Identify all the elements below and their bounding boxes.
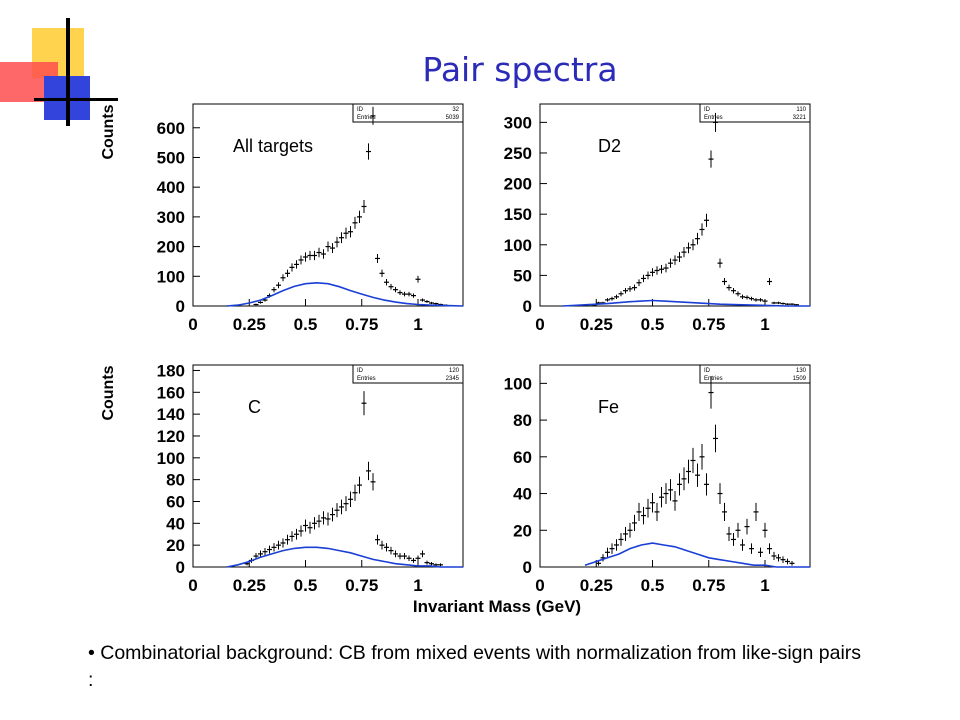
panel-label: D2 [598, 136, 621, 156]
x-tick-label: 0 [188, 315, 197, 334]
y-tick-label: 80 [166, 471, 185, 490]
x-tick-label: 0.25 [580, 576, 613, 595]
y-tick-label: 0 [176, 297, 185, 316]
y-tick-label: 180 [157, 361, 185, 380]
stats-entries-value: 3221 [793, 115, 807, 121]
y-tick-label: 150 [504, 205, 532, 224]
x-tick-label: 0.25 [580, 315, 613, 334]
y-tick-label: 400 [157, 178, 185, 197]
panel-label: Fe [598, 397, 619, 417]
y-tick-label: 50 [513, 266, 532, 285]
deco-horizontal-line [34, 98, 118, 101]
y-tick-label: 100 [504, 236, 532, 255]
plot-frame [539, 103, 811, 307]
stats-id-label: ID [704, 107, 711, 113]
y-tick-label: 100 [504, 374, 532, 393]
y-tick-label: 120 [157, 427, 185, 446]
bullet-marker: • [88, 642, 95, 664]
stats-entries-value: 5039 [446, 115, 460, 121]
background-curve [226, 281, 464, 307]
x-tick-label: 1 [413, 576, 422, 595]
y-tick-label: 500 [157, 148, 185, 167]
x-tick-label: 0.75 [345, 576, 378, 595]
y-tick-label: 300 [157, 208, 185, 227]
x-tick-label: 0.25 [233, 315, 266, 334]
y-tick-label: 60 [166, 492, 185, 511]
y-tick-label: 60 [513, 448, 532, 467]
x-tick-label: 0.25 [233, 576, 266, 595]
x-tick-label: 1 [760, 315, 769, 334]
y-tick-label: 20 [166, 536, 185, 555]
plot-frame [192, 364, 464, 568]
stats-entries-label: Entries [704, 376, 723, 382]
deco-vertical-line [66, 18, 70, 126]
y-axis-title: Counts [100, 365, 117, 420]
stats-box [352, 103, 464, 123]
stats-box [352, 364, 464, 384]
x-tick-label: 0 [535, 315, 544, 334]
panel-d2: 0 50 100 150 200 250 300 0 0.25 0.5 0.75 1 D2 ID 110 En… [504, 103, 811, 334]
stats-entries-value: 2345 [446, 376, 460, 382]
background-curve [562, 299, 810, 307]
stats-box [699, 364, 811, 384]
panel-label: All targets [233, 136, 313, 156]
y-tick-label: 80 [513, 411, 532, 430]
stats-entries-label: Entries [357, 115, 376, 121]
y-tick-label: 300 [504, 113, 532, 132]
y-tick-label: 100 [157, 449, 185, 468]
background-curve [584, 542, 810, 568]
panel-label: C [248, 397, 261, 417]
x-tick-label: 1 [760, 576, 769, 595]
plot-frame [192, 103, 464, 307]
stats-id-label: ID [357, 107, 364, 113]
y-tick-label: 200 [504, 175, 532, 194]
y-tick-label: 250 [504, 144, 532, 163]
stats-id-value: 120 [449, 368, 460, 374]
y-tick-label: 20 [513, 521, 532, 540]
stats-entries-label: Entries [704, 115, 723, 121]
stats-entries-value: 1509 [793, 376, 807, 382]
stats-id-value: 130 [796, 368, 807, 374]
y-tick-label: 100 [157, 267, 185, 286]
x-tick-label: 0.5 [294, 576, 318, 595]
y-tick-label: 140 [157, 405, 185, 424]
x-tick-label: 1 [413, 315, 422, 334]
panel-all-targets: 0 100 200 300 400 500 600 0 0.25 0.5 0.75 1 Counts Al… [100, 103, 464, 334]
x-tick-label: 0.5 [641, 576, 665, 595]
background-curve [226, 546, 463, 568]
stats-entries-label: Entries [357, 376, 376, 382]
x-axis-title: Invariant Mass (GeV) [413, 597, 581, 616]
y-axis-title: Counts [100, 104, 117, 159]
plot-frame [539, 364, 811, 568]
bullet-point: • Combinatorial background: CB from mixe… [88, 640, 868, 694]
x-tick-label: 0.5 [294, 315, 318, 334]
x-tick-label: 0.75 [692, 315, 725, 334]
x-tick-label: 0.5 [641, 315, 665, 334]
x-tick-label: 0.75 [345, 315, 378, 334]
y-tick-label: 200 [157, 238, 185, 257]
panel-c: 0 20 40 60 80 100 120 140 160 180 0 0.25 0.5 0.75 1 Cou… [100, 361, 464, 595]
x-tick-label: 0.75 [692, 576, 725, 595]
y-tick-label: 600 [157, 119, 185, 138]
y-tick-label: 0 [176, 558, 185, 577]
stats-id-label: ID [357, 368, 364, 374]
stats-id-label: ID [704, 368, 711, 374]
x-tick-label: 0 [188, 576, 197, 595]
y-tick-label: 0 [523, 558, 532, 577]
x-tick-label: 0 [535, 576, 544, 595]
bullet-text: Combinatorial background: CB from mixed … [88, 642, 862, 691]
y-tick-label: 160 [157, 383, 185, 402]
stats-box [699, 103, 811, 123]
stats-id-value: 32 [452, 107, 459, 113]
slide-title: Pair spectra [422, 50, 618, 89]
y-tick-label: 40 [166, 514, 185, 533]
panel-fe: 0 20 40 60 80 100 0 0.25 0.5 0.75 1 Fe ID 130 Entries 1… [504, 364, 811, 595]
y-tick-label: 0 [523, 297, 532, 316]
y-tick-label: 40 [513, 485, 532, 504]
stats-id-value: 110 [796, 107, 806, 113]
